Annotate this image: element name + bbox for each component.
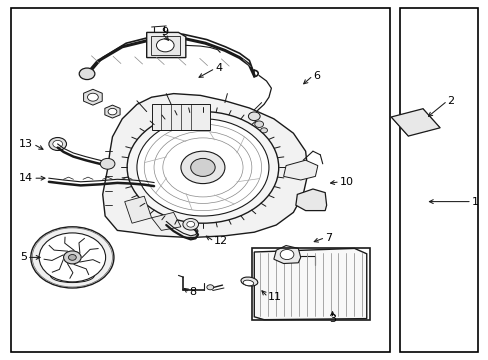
Polygon shape [390,109,439,136]
Polygon shape [151,212,181,230]
Text: 9: 9 [161,27,168,37]
Polygon shape [254,248,366,320]
Circle shape [31,227,114,288]
Text: 14: 14 [19,173,33,183]
Ellipse shape [241,277,257,286]
Circle shape [260,128,267,133]
Bar [399,8,477,352]
Circle shape [127,112,278,223]
Text: 6: 6 [312,71,319,81]
Circle shape [280,249,293,260]
Circle shape [63,251,81,264]
Text: 11: 11 [267,292,282,302]
Circle shape [39,233,105,282]
Circle shape [254,121,263,127]
Circle shape [181,151,224,184]
Circle shape [186,221,194,227]
Circle shape [190,158,215,176]
Circle shape [137,119,268,216]
Bar [252,248,369,320]
Polygon shape [146,32,185,58]
Text: 5: 5 [20,252,27,262]
Text: 4: 4 [215,63,222,73]
Text: 2: 2 [447,96,454,106]
Circle shape [248,112,260,121]
Circle shape [49,138,66,150]
Text: 7: 7 [325,233,332,243]
Circle shape [53,140,62,148]
Text: 10: 10 [339,177,353,187]
Text: 3: 3 [328,314,335,324]
Polygon shape [283,160,317,180]
Bar [150,36,180,55]
Text: 13: 13 [19,139,33,149]
Circle shape [156,39,174,52]
Circle shape [68,255,76,260]
Circle shape [100,158,115,169]
Polygon shape [104,105,120,118]
Text: 8: 8 [189,287,197,297]
Text: 1: 1 [471,197,478,207]
Polygon shape [102,94,307,238]
Polygon shape [273,246,300,264]
Ellipse shape [243,280,253,286]
Polygon shape [295,189,326,211]
Polygon shape [83,89,102,105]
Circle shape [108,108,117,115]
Bar [151,104,210,130]
Circle shape [183,219,198,230]
Text: 12: 12 [214,236,228,246]
Circle shape [87,93,98,101]
Circle shape [206,285,213,290]
Circle shape [79,68,95,80]
Polygon shape [124,196,151,223]
Bar [11,8,389,352]
